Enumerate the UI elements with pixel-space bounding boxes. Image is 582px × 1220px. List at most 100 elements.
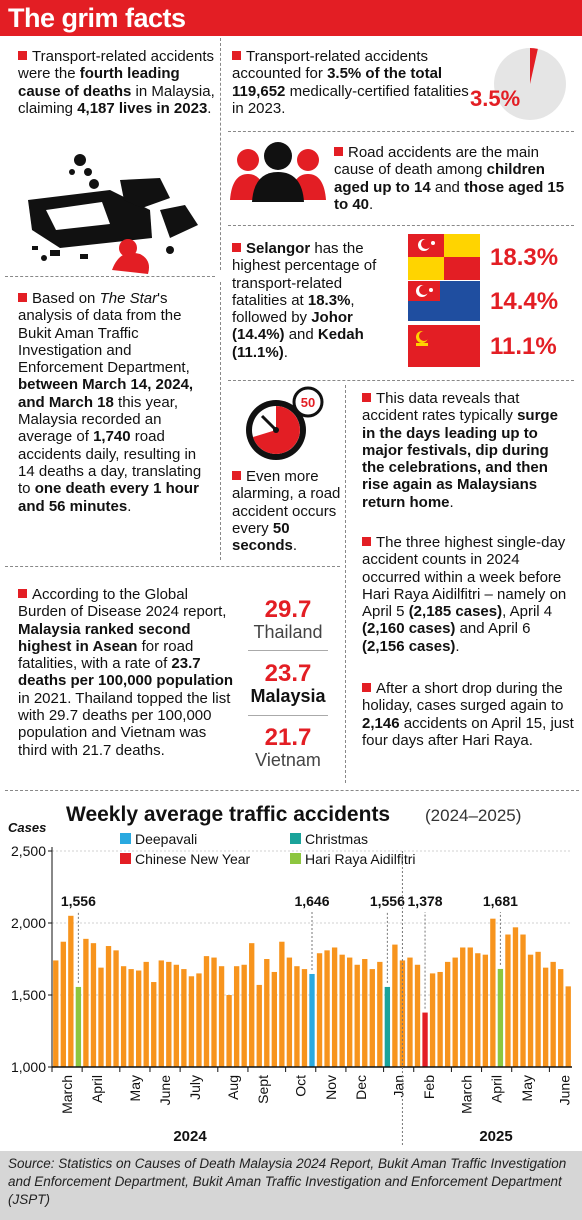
bullet-icon [362, 393, 371, 402]
bullet-icon [232, 51, 241, 60]
divider [228, 380, 574, 381]
bullet-icon [18, 293, 27, 302]
x-tick-label: May [519, 1075, 535, 1101]
bar [151, 982, 157, 1067]
bar [279, 941, 285, 1067]
chart-title: Weekly average traffic accidents [66, 803, 391, 826]
crash-wreckage-icon [28, 154, 198, 274]
bar [565, 986, 571, 1067]
x-tick-label: July [187, 1075, 203, 1100]
fact-every-50-seconds: Even more alarming, a road accident occu… [232, 468, 341, 555]
header-banner [0, 0, 582, 36]
bar [460, 947, 466, 1067]
bar [256, 984, 262, 1067]
legend-swatch [290, 853, 301, 864]
bullet-icon [362, 537, 371, 546]
people-group-icon [230, 142, 326, 202]
source-box [0, 1151, 582, 1220]
bar [497, 968, 504, 1067]
bar [203, 956, 210, 1067]
bar [196, 973, 202, 1067]
bar [128, 969, 134, 1067]
stopwatch-icon: 50 [246, 386, 324, 460]
legend-swatch [290, 833, 301, 844]
fact-fourth-leading-cause: Transport-related accidents were the fou… [18, 48, 215, 117]
compare-value: 21.7 [264, 724, 312, 751]
pie-slice [530, 48, 538, 84]
bar [362, 959, 368, 1067]
y-tick-label: 1,000 [11, 1059, 46, 1075]
divider [5, 566, 340, 567]
bar [505, 934, 511, 1067]
bar [301, 969, 308, 1067]
bar [120, 966, 127, 1067]
kedah-flag-icon [408, 325, 480, 367]
bar [83, 938, 89, 1067]
bar [233, 966, 240, 1067]
bar [286, 957, 293, 1067]
x-tick-label: Feb [421, 1075, 437, 1099]
bullet-icon [18, 51, 27, 60]
bar [309, 973, 315, 1067]
divider [5, 790, 579, 791]
x-tick-label: Sept [255, 1075, 271, 1104]
fact-star-analysis: Based on The Star's analysis of data fro… [18, 290, 202, 515]
bar [241, 964, 247, 1067]
annotation-label: 1,378 [408, 893, 443, 909]
bar [520, 934, 526, 1067]
divider [220, 282, 221, 560]
bar [535, 951, 541, 1067]
johor-flag-icon [408, 281, 480, 321]
bar [75, 986, 82, 1067]
bar [53, 960, 59, 1067]
legend-swatch [120, 833, 131, 844]
weekly-accidents-chart: Cases 1,000 1,500 2,000 2,500 Deepavali Christ… [8, 820, 572, 1145]
x-tick-label: Nov [323, 1075, 339, 1100]
fact-highest-single-day: The three highest single-day accident co… [362, 534, 567, 655]
bar [181, 969, 187, 1067]
bar [452, 957, 458, 1067]
y-tick-label: 2,000 [11, 915, 46, 931]
x-tick-label: March [458, 1075, 474, 1114]
y-tick-label: 2,500 [11, 843, 46, 859]
fact-main-cause-children: Road accidents are the main cause of dea… [334, 144, 565, 213]
bar [331, 947, 338, 1067]
bar [490, 918, 496, 1067]
fact-states: Selangor has the highest percentage of t… [232, 240, 377, 361]
compare-country: Thailand [253, 622, 323, 642]
bullet-icon [232, 243, 241, 252]
legend-swatch [120, 853, 131, 864]
x-tick-label: Oct [293, 1075, 309, 1097]
bar [475, 953, 481, 1067]
compare-value: 23.7 [264, 660, 312, 687]
bar [249, 943, 255, 1067]
annotation-label: 1,556 [61, 893, 96, 909]
state-percent: 11.1% [490, 333, 557, 360]
bar [482, 954, 489, 1067]
annotation-label: 1,646 [294, 893, 329, 909]
bar [347, 957, 353, 1067]
legend-label: Christmas [305, 831, 368, 847]
bar [324, 950, 330, 1067]
bar [354, 964, 360, 1067]
x-tick-label: April [89, 1075, 105, 1103]
bar [173, 964, 180, 1067]
bar [271, 971, 277, 1067]
bullet-icon [362, 683, 371, 692]
bar [60, 941, 66, 1067]
bar [316, 953, 323, 1067]
chart-subtitle: (2024–2025) [425, 806, 522, 825]
bar [158, 960, 164, 1067]
bar [166, 961, 172, 1067]
divider [228, 225, 574, 226]
state-percent: 14.4% [490, 288, 559, 315]
annotation-label: 1,681 [483, 893, 518, 909]
bar [392, 944, 398, 1067]
bar [558, 969, 564, 1067]
source-text: Source: Statistics on Causes of Death Ma… [8, 1156, 567, 1207]
fact-asean-ranking: According to the Global Burden of Diseas… [18, 586, 234, 759]
bar [422, 1012, 428, 1067]
bar [542, 967, 549, 1067]
selangor-flag-icon [408, 234, 480, 280]
state-percent: 18.3% [490, 244, 559, 271]
